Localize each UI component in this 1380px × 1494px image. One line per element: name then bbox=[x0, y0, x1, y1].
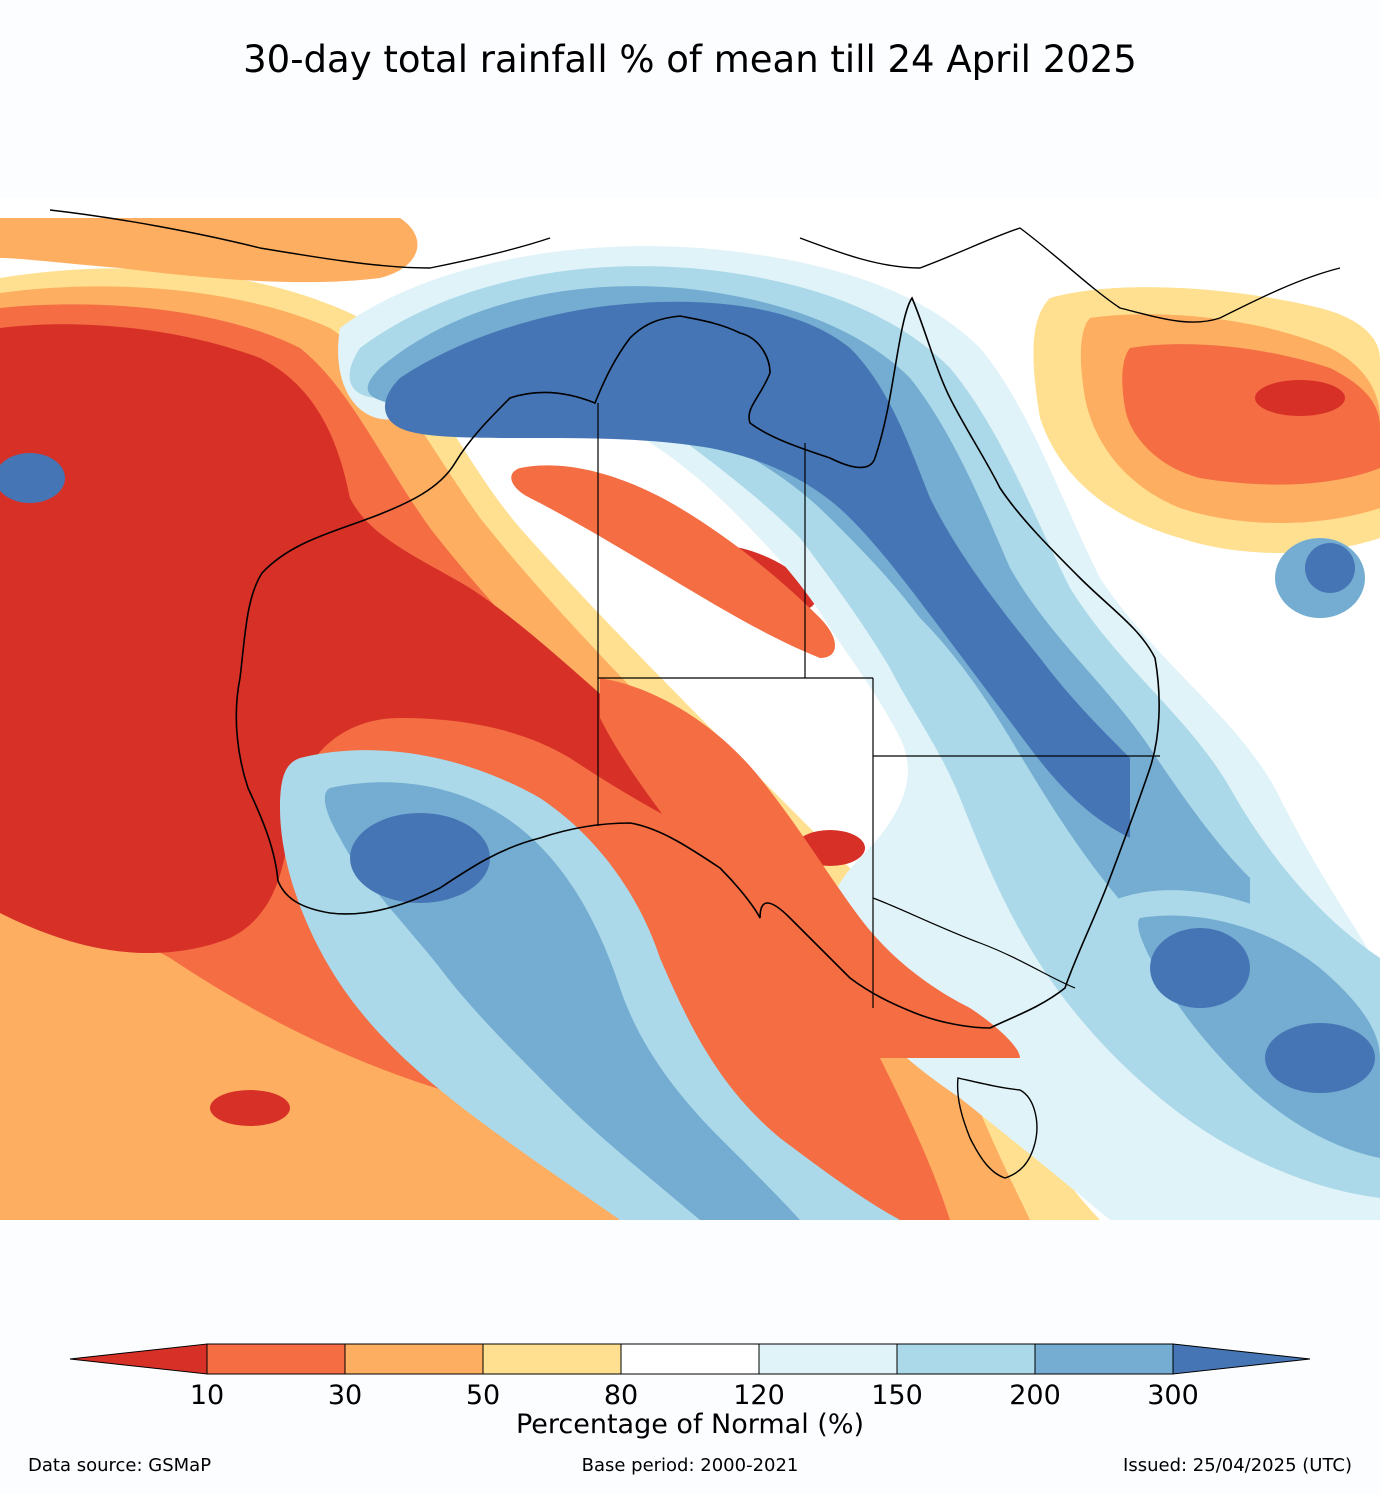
colorbar-extend-high bbox=[1172, 1343, 1311, 1375]
png-coastline bbox=[799, 227, 1341, 323]
bight-dark-blue bbox=[350, 813, 490, 903]
colorbar-block bbox=[896, 1343, 1036, 1375]
sw-ocean-red-patch bbox=[210, 1090, 290, 1126]
colorbar-label: Percentage of Normal (%) bbox=[515, 1409, 865, 1440]
sa-orange-band bbox=[600, 678, 1020, 1058]
colorbar-block bbox=[344, 1343, 484, 1375]
colorbar-tick-label: 80 bbox=[604, 1380, 638, 1411]
wet-zone-dark-blue bbox=[385, 301, 1130, 838]
rainfall-map bbox=[0, 198, 1380, 1220]
tasmania-coastline bbox=[956, 1077, 1038, 1179]
colorbar-tick-label: 120 bbox=[733, 1380, 785, 1411]
coral-sea-dark-blue bbox=[1305, 543, 1355, 593]
base-period: Base period: 2000-2021 bbox=[581, 1455, 799, 1476]
colorbar-block bbox=[1034, 1343, 1174, 1375]
australia-coastline bbox=[235, 296, 1160, 1029]
colorbar: 10 30 50 80 120 150 200 300 bbox=[69, 1343, 1311, 1411]
colorbar-tick-label: 10 bbox=[190, 1380, 224, 1411]
east-pacific-red bbox=[1255, 380, 1345, 416]
west-ocean-dark-blue bbox=[0, 453, 65, 503]
central-orange-band bbox=[511, 465, 835, 658]
colorbar-tick-label: 30 bbox=[328, 1380, 362, 1411]
colorbar-tick-label: 50 bbox=[466, 1380, 500, 1411]
data-source: Data source: GSMaP bbox=[28, 1455, 212, 1476]
colorbar-tick-label: 300 bbox=[1147, 1380, 1199, 1411]
issued-date: Issued: 25/04/2025 (UTC) bbox=[1123, 1455, 1352, 1476]
tasman-dark-blue-1 bbox=[1150, 928, 1250, 1008]
indonesia-coastline bbox=[49, 209, 551, 269]
colorbar-block bbox=[620, 1343, 760, 1375]
colorbar-tick-label: 150 bbox=[871, 1380, 923, 1411]
colorbar-block bbox=[482, 1343, 622, 1375]
east-pacific-deep-orange bbox=[1122, 344, 1380, 485]
nsw-vic-border bbox=[872, 897, 1076, 989]
colorbar-block bbox=[206, 1343, 346, 1375]
colorbar-extend-low bbox=[69, 1343, 208, 1375]
north-west-dry-patch bbox=[0, 218, 418, 283]
colorbar-blocks bbox=[69, 1343, 1311, 1375]
colorbar-tick-label: 200 bbox=[1009, 1380, 1061, 1411]
colorbar-block bbox=[758, 1343, 898, 1375]
dry-zone-red bbox=[0, 324, 760, 953]
rainfall-map-canvas bbox=[0, 198, 1380, 1220]
tasman-dark-blue-2 bbox=[1265, 1023, 1375, 1093]
colorbar-ticks: 10 30 50 80 120 150 200 300 bbox=[190, 1380, 1199, 1411]
map-title: 30-day total rainfall % of mean till 24 … bbox=[243, 38, 1137, 81]
